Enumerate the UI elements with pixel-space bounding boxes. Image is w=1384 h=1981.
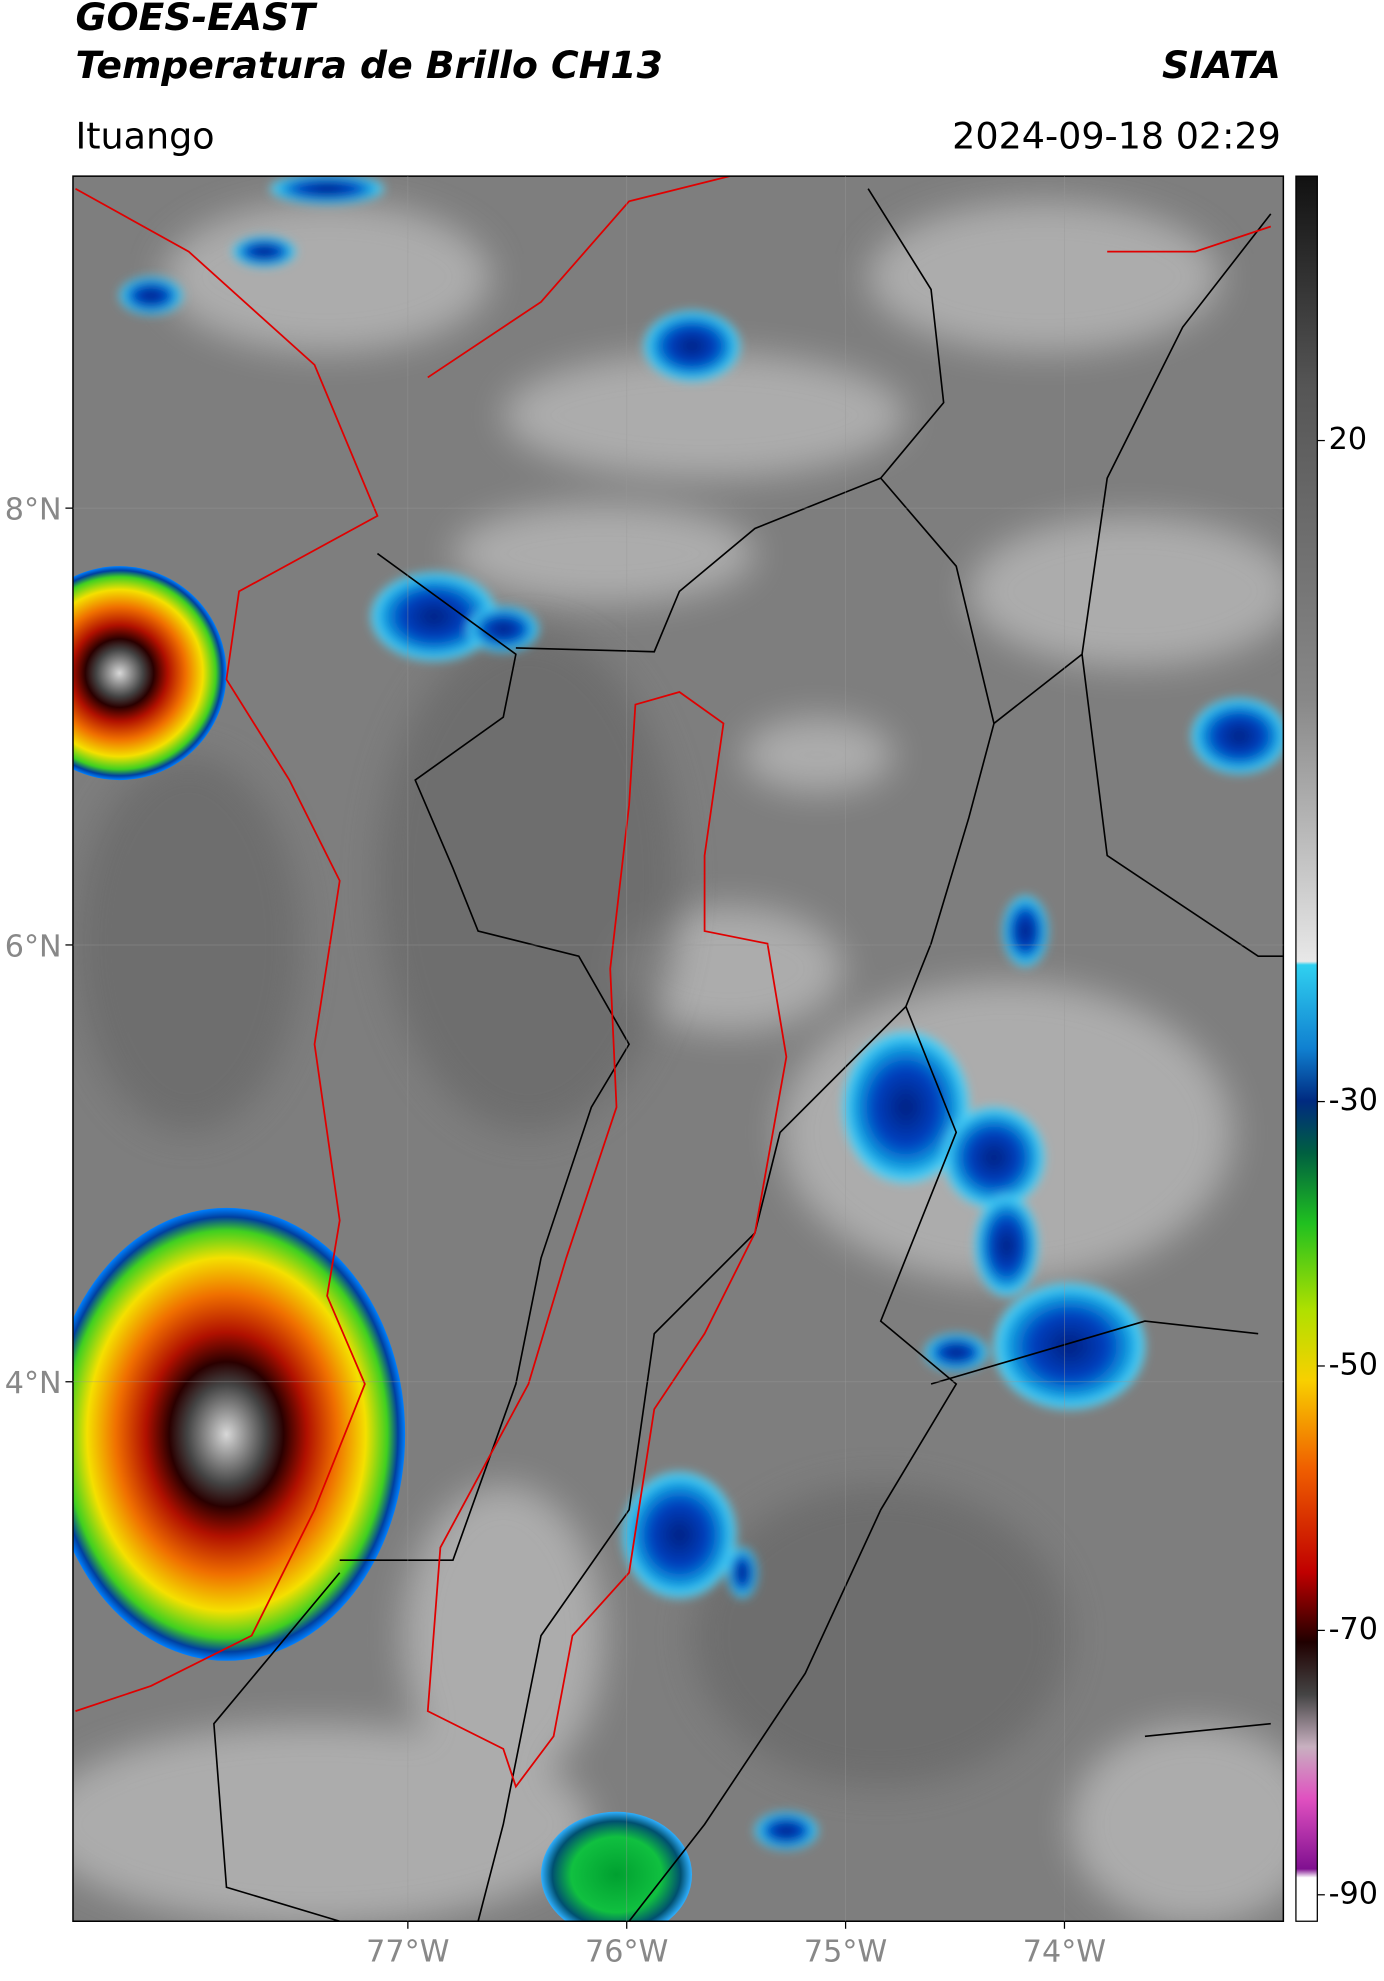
subtitle: Temperatura de Brillo CH13 (75, 43, 662, 87)
lon-label: 76°W (585, 1934, 668, 1969)
colorbar (1295, 175, 1318, 1922)
convective-cell (541, 1811, 692, 1922)
convective-cell (72, 566, 227, 781)
datetime: 2024-09-18 02:29 (952, 114, 1281, 157)
colorbar-label: -50 (1329, 1347, 1378, 1382)
lon-label: 74°W (1023, 1934, 1106, 1969)
colorbar-label: 20 (1329, 422, 1367, 457)
lon-label: 75°W (804, 1934, 887, 1969)
location: Ituango (75, 114, 214, 157)
lat-label: 8°N (5, 492, 62, 527)
lon-label: 77°W (366, 1934, 449, 1969)
cold-cloud-tops (119, 176, 1284, 1850)
map-frame (72, 175, 1285, 1922)
boundary (75, 176, 1272, 1789)
colorbar-label: -30 (1329, 1083, 1378, 1118)
colorbar-label: -90 (1329, 1876, 1378, 1911)
lat-label: 4°N (5, 1366, 62, 1401)
lat-label: 6°N (5, 929, 62, 964)
colorbar-label: -70 (1329, 1612, 1378, 1647)
convective-cell (72, 1207, 406, 1661)
satellite-image (72, 176, 1284, 1922)
brand: SIATA (1162, 43, 1281, 87)
title: GOES-EAST (75, 0, 318, 39)
